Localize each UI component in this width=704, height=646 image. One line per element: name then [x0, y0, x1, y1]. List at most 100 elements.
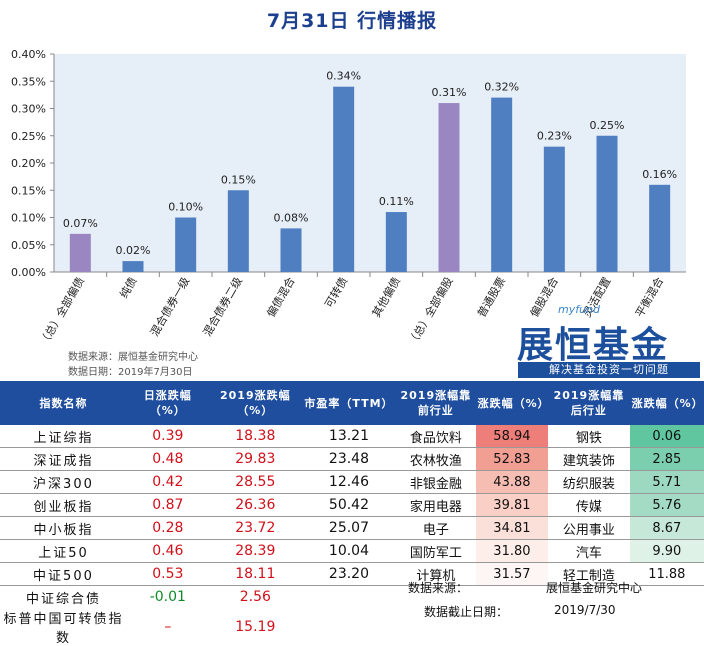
bar — [385, 212, 407, 272]
bar — [491, 97, 513, 272]
bottom-industry: 传媒 — [548, 493, 630, 517]
bottom-industry: 钢铁 — [548, 425, 630, 448]
data-label: 0.11% — [379, 195, 414, 208]
col-header: 指数名称 — [0, 381, 127, 425]
logo: 展恒基金 — [517, 325, 670, 366]
table-row: 国防军工 31.80 汽车 9.90 — [396, 539, 704, 563]
bar — [122, 261, 144, 272]
table-row: 电子 34.81 公用事业 8.67 — [396, 516, 704, 540]
day-change: 0.46 — [126, 539, 209, 563]
data-label: 0.10% — [168, 201, 203, 214]
bar — [333, 86, 355, 272]
table-row: 上证综指 0.39 18.38 13.21 — [0, 425, 396, 448]
y-tick-label: 0.00% — [11, 266, 46, 279]
index-name: 标普中国可转债指数 — [3, 612, 124, 646]
data-label: 0.16% — [642, 168, 677, 181]
data-label: 0.08% — [274, 211, 309, 224]
index-name: 中证500 — [0, 562, 127, 586]
table-row: 上证50 0.46 28.39 10.04 — [0, 539, 396, 563]
data-label: 0.23% — [537, 130, 572, 143]
category-label: 可转债 — [322, 275, 351, 311]
ytd-change: 23.72 — [208, 516, 302, 540]
industry-table: 2019涨幅靠前行业 涨跌幅（%） 2019涨幅靠后行业 涨跌幅（%） 食品饮料… — [396, 381, 704, 586]
footer-source-value: 展恒基金研究中心 — [546, 581, 643, 595]
bar — [280, 228, 302, 272]
pe-ratio: 23.48 — [301, 447, 396, 471]
top-industry: 非银金融 — [396, 470, 476, 494]
pe-ratio: 25.07 — [301, 516, 396, 540]
footer-date-label: 数据截止日期： — [424, 605, 509, 619]
ytd-change: 28.55 — [208, 470, 302, 494]
category-label: 平衡混合 — [632, 275, 666, 320]
bar — [438, 103, 460, 272]
category-label: （总）全部偏债 — [36, 275, 87, 349]
table-row: 中证综合债 -0.01 2.56 — [0, 586, 396, 609]
index-name: 创业板指 — [0, 493, 127, 517]
bottom-change: 9.90 — [629, 539, 704, 563]
pe-ratio — [302, 586, 396, 609]
table-row: 中证500 0.53 18.11 23.20 — [0, 562, 396, 586]
logo-subtext: myfund — [558, 303, 601, 316]
bottom-industry: 公用事业 — [548, 516, 630, 540]
top-industry: 电子 — [396, 516, 476, 540]
bottom-industry: 汽车 — [548, 539, 630, 563]
y-tick-label: 0.25% — [11, 130, 46, 143]
bottom-change: 0.06 — [629, 425, 704, 448]
chart-source: 数据来源：展恒基金研究中心 — [68, 352, 198, 363]
y-tick-label: 0.20% — [11, 157, 46, 170]
pe-ratio — [302, 608, 396, 646]
ytd-change: 2.56 — [239, 589, 271, 605]
bar — [69, 233, 91, 272]
category-label: （总）全部偏股 — [405, 275, 456, 349]
top-change: 39.81 — [475, 493, 549, 517]
table-row: 标普中国可转债指数 – 15.19 — [0, 608, 396, 646]
data-label: 0.32% — [484, 81, 519, 94]
top-industry: 食品饮料 — [396, 425, 476, 448]
day-change: 0.87 — [126, 493, 209, 517]
ytd-change: 29.83 — [208, 447, 302, 471]
day-change: 0.39 — [126, 425, 209, 448]
index-name: 深证成指 — [0, 447, 127, 471]
category-label: 混合债券一级 — [147, 275, 192, 339]
day-change: – — [164, 619, 172, 635]
col-header: 2019涨幅靠前行业 — [396, 381, 476, 425]
bar — [543, 146, 565, 272]
index-name: 中证综合债 — [25, 591, 101, 607]
ytd-change: 26.36 — [208, 493, 302, 517]
ytd-change: 28.39 — [208, 539, 302, 563]
pe-ratio: 10.04 — [301, 539, 396, 563]
index-name: 上证50 — [0, 539, 127, 563]
y-tick-label: 0.35% — [11, 75, 46, 88]
col-header: 涨跌幅（%） — [629, 381, 704, 425]
data-label: 0.25% — [590, 119, 625, 132]
col-header: 2019涨跌幅（%） — [208, 381, 302, 425]
col-header: 2019涨幅靠后行业 — [548, 381, 630, 425]
bar — [227, 190, 249, 272]
y-tick-label: 0.40% — [11, 48, 46, 61]
data-label: 0.07% — [63, 217, 98, 230]
day-change: 0.42 — [126, 470, 209, 494]
col-header: 涨跌幅（%） — [475, 381, 549, 425]
logo-slogan: 解决基金投资一切问题 — [518, 362, 700, 378]
top-change: 52.83 — [475, 447, 549, 471]
table-row: 非银金融 43.88 纺织服装 5.71 — [396, 470, 704, 494]
bar — [175, 217, 197, 272]
category-label: 偏债混合 — [263, 275, 297, 320]
page-title: 7月31日 行情播报 — [266, 10, 438, 32]
top-industry: 国防军工 — [396, 539, 476, 563]
bottom-industry: 建筑装饰 — [548, 447, 630, 471]
ytd-change: 18.38 — [208, 425, 302, 448]
footer-source-label: 数据来源： — [408, 581, 469, 595]
bottom-industry: 轻工制造 — [548, 562, 630, 586]
index-name: 上证综指 — [0, 425, 127, 448]
table-row: 深证成指 0.48 29.83 23.48 — [0, 447, 396, 471]
top-change: 31.80 — [475, 539, 549, 563]
top-change: 31.57 — [475, 562, 549, 586]
data-label: 0.15% — [221, 173, 256, 186]
y-tick-label: 0.05% — [11, 239, 46, 252]
table-row: 创业板指 0.87 26.36 50.42 — [0, 493, 396, 517]
category-label: 纯债 — [116, 275, 139, 301]
plot-area — [54, 54, 686, 272]
table-row: 计算机 31.57 轻工制造 11.88 — [396, 562, 704, 586]
table-row: 沪深300 0.42 28.55 12.46 — [0, 470, 396, 494]
